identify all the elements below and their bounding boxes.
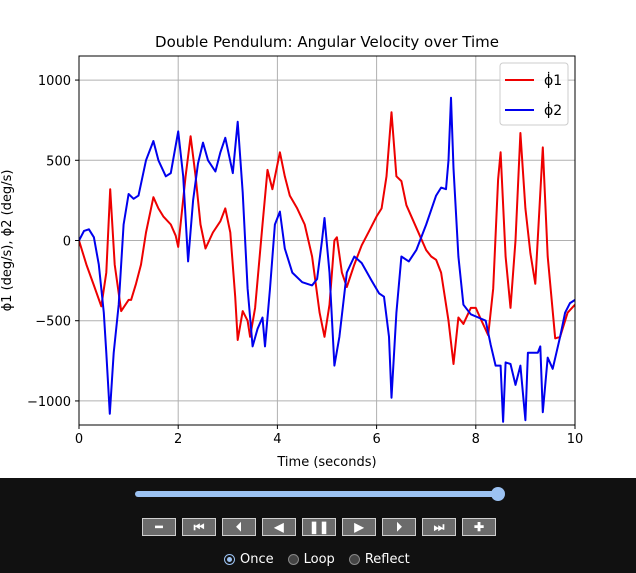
legend-symbol-phi1: ϕ̇ (544, 71, 553, 89)
radio-indicator[interactable] (348, 553, 360, 565)
legend-subscript-phi1: 1 (553, 73, 562, 89)
legend-label-phi1: ϕ̇1 (544, 71, 562, 89)
axis-ticks: 0 2 4 6 8 10 −1000 −500 0 500 1000 (27, 74, 583, 447)
skip-to-start-icon: ⏮ (193, 520, 205, 534)
step-forward-icon: ⏵ (395, 520, 402, 534)
series-lines (79, 96, 575, 423)
loop-mode-selector: Once Loop Reflect (224, 549, 424, 569)
increase-speed-button[interactable]: ✚ (462, 518, 496, 536)
step-back-icon: ⏴ (235, 520, 242, 534)
chart-title: Double Pendulum: Angular Velocity over T… (155, 33, 499, 51)
y-tick-label: 0 (63, 235, 71, 250)
minus-icon: ━ (155, 520, 163, 534)
plus-icon: ✚ (473, 520, 485, 534)
pause-icon: ❚❚ (308, 520, 330, 534)
step-forward-button[interactable]: ⏵ (382, 518, 416, 536)
play-reverse-icon: ◀ (274, 520, 284, 534)
frame-slider-handle[interactable] (491, 487, 505, 501)
play-reverse-button[interactable]: ◀ (262, 518, 296, 536)
mode-loop-radio[interactable]: Loop (287, 551, 335, 567)
mode-once-label: Once (240, 551, 274, 567)
radio-selected-indicator[interactable] (224, 553, 235, 565)
x-tick-label: 8 (472, 432, 480, 447)
series-line-phi1 (79, 111, 575, 365)
mode-loop-label: Loop (303, 551, 335, 567)
frame-slider-track[interactable] (135, 491, 500, 497)
pause-button[interactable]: ❚❚ (302, 518, 336, 536)
x-axis-label: Time (seconds) (276, 455, 376, 470)
x-tick-label: 0 (75, 432, 83, 447)
y-tick-label: 1000 (38, 74, 71, 89)
x-tick-label: 6 (372, 432, 380, 447)
skip-to-end-icon: ⏭ (433, 520, 445, 534)
mode-reflect-radio[interactable]: Reflect (348, 551, 410, 567)
first-frame-button[interactable]: ⏮ (182, 518, 216, 536)
y-axis-label: ϕ1 (deg/s), ϕ2 (deg/s) (0, 170, 15, 312)
legend-label-phi2: ϕ̇2 (544, 101, 562, 119)
y-tick-label: 500 (46, 154, 71, 169)
last-frame-button[interactable]: ⏭ (422, 518, 456, 536)
x-tick-label: 2 (174, 432, 182, 447)
legend-subscript-phi2: 2 (553, 103, 562, 119)
decrease-speed-button[interactable]: ━ (142, 518, 176, 536)
legend: ϕ̇1 ϕ̇2 (499, 62, 569, 126)
legend-symbol-phi2: ϕ̇ (544, 101, 553, 119)
y-tick-label: −1000 (27, 395, 71, 410)
series-line-phi2 (79, 96, 575, 423)
y-tick-label: −500 (35, 315, 71, 330)
x-tick-label: 10 (567, 432, 584, 447)
play-button[interactable]: ▶ (342, 518, 376, 536)
angular-velocity-chart: Double Pendulum: Angular Velocity over T… (0, 33, 583, 470)
radio-indicator[interactable] (287, 553, 299, 565)
mode-once-radio[interactable]: Once (224, 552, 274, 567)
mode-reflect-label: Reflect (364, 551, 410, 567)
step-back-button[interactable]: ⏴ (222, 518, 256, 536)
x-tick-label: 4 (273, 432, 281, 447)
play-icon: ▶ (354, 520, 364, 534)
